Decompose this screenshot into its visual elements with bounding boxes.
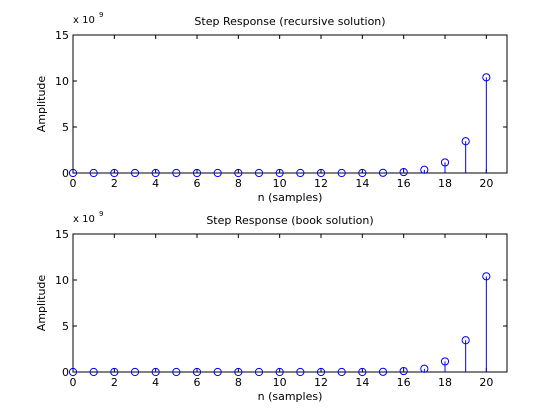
axes-frame bbox=[72, 34, 508, 174]
x-tick-label: 10 bbox=[273, 177, 287, 190]
stem-marker bbox=[192, 168, 202, 178]
stem-marker bbox=[172, 367, 181, 377]
stem-marker bbox=[440, 158, 450, 167]
stem-marker bbox=[130, 367, 140, 377]
x-axis-label: n (samples) bbox=[258, 191, 323, 204]
y-exponent-power: 9 bbox=[99, 210, 103, 218]
stem-marker bbox=[110, 367, 119, 377]
stem-marker bbox=[110, 168, 119, 178]
x-axis-label: n (samples) bbox=[258, 390, 323, 403]
x-tick-label: 12 bbox=[314, 376, 328, 389]
stem-marker bbox=[213, 168, 222, 178]
y-exponent-power: 9 bbox=[99, 11, 103, 19]
stem-marker bbox=[337, 367, 346, 377]
y-tick-label: 0 bbox=[62, 167, 69, 180]
x-tick-label: 18 bbox=[438, 177, 452, 190]
stem-marker bbox=[420, 165, 429, 174]
y-tick-label: 10 bbox=[55, 75, 69, 88]
x-tick-label: 0 bbox=[70, 177, 77, 190]
stem-marker bbox=[461, 336, 470, 345]
chart-title: Step Response (book solution) bbox=[206, 214, 373, 227]
stem-marker bbox=[254, 168, 264, 178]
y-exponent-base: x 10 bbox=[73, 15, 95, 26]
y-exponent-label: x 10 9 bbox=[73, 11, 103, 26]
stem-marker bbox=[461, 137, 470, 146]
x-tick-label: 6 bbox=[194, 376, 201, 389]
x-tick-label: 2 bbox=[111, 177, 118, 190]
stem-marker bbox=[316, 168, 326, 178]
stem-marker bbox=[316, 367, 326, 377]
axes-frame bbox=[72, 233, 508, 373]
x-tick-label: 20 bbox=[479, 177, 493, 190]
stem-marker bbox=[296, 168, 305, 178]
stem-marker bbox=[440, 357, 450, 366]
subplot-2: Step Response (book solution) x 10 9 0 2 4 6 8 1… bbox=[35, 210, 508, 403]
stem-marker bbox=[399, 167, 408, 177]
stem-marker bbox=[296, 367, 305, 377]
stem-marker bbox=[482, 272, 491, 281]
stem-marker bbox=[68, 168, 78, 178]
x-tick-label: 12 bbox=[314, 177, 328, 190]
stem-marker bbox=[358, 367, 367, 377]
x-tick-label: 20 bbox=[479, 376, 493, 389]
chart-title: Step Response (recursive solution) bbox=[194, 15, 385, 28]
x-tick-label: 18 bbox=[438, 376, 452, 389]
stem-marker bbox=[151, 168, 160, 178]
x-tick-label: 16 bbox=[397, 376, 411, 389]
stem-marker bbox=[254, 367, 264, 377]
stem-marker bbox=[358, 168, 367, 178]
stem-marker bbox=[482, 73, 491, 82]
subplot-1: Step Response (recursive solution) x 10 9 0… bbox=[35, 11, 508, 204]
x-tick-label: 0 bbox=[70, 376, 77, 389]
y-tick-label: 0 bbox=[62, 366, 69, 379]
stem-marker bbox=[275, 168, 284, 178]
stem-marker bbox=[89, 168, 98, 178]
y-exponent-label: x 10 9 bbox=[73, 210, 103, 225]
x-tick-label: 2 bbox=[111, 376, 118, 389]
stem-marker bbox=[68, 367, 78, 377]
x-tick-label: 10 bbox=[273, 376, 287, 389]
y-tick-label: 5 bbox=[62, 121, 69, 134]
stem-marker bbox=[130, 168, 140, 178]
y-tick-label: 15 bbox=[55, 228, 69, 241]
stem-marker bbox=[337, 168, 346, 178]
stem-marker bbox=[420, 364, 429, 373]
y-tick-label: 5 bbox=[62, 320, 69, 333]
stem-marker bbox=[234, 168, 243, 178]
stem-marker bbox=[172, 168, 181, 178]
x-tick-label: 8 bbox=[235, 177, 242, 190]
x-tick-label: 8 bbox=[235, 376, 242, 389]
stem-marker bbox=[378, 168, 388, 177]
stem-marker bbox=[151, 367, 160, 377]
y-axis-label: Amplitude bbox=[35, 76, 48, 133]
y-tick-label: 15 bbox=[55, 29, 69, 42]
x-tick-label: 4 bbox=[152, 376, 159, 389]
stem-marker bbox=[378, 367, 388, 376]
stem-marker bbox=[192, 367, 202, 377]
x-tick-label: 14 bbox=[355, 376, 369, 389]
x-tick-label: 14 bbox=[355, 177, 369, 190]
stem-marker bbox=[399, 366, 408, 376]
y-tick-label: 10 bbox=[55, 274, 69, 287]
x-tick-label: 16 bbox=[397, 177, 411, 190]
stem-marker bbox=[234, 367, 243, 377]
x-tick-label: 6 bbox=[194, 177, 201, 190]
stem-marker bbox=[275, 367, 284, 377]
stem-marker bbox=[213, 367, 222, 377]
x-tick-label: 4 bbox=[152, 177, 159, 190]
y-axis-label: Amplitude bbox=[35, 275, 48, 332]
y-exponent-base: x 10 bbox=[73, 214, 95, 225]
stem-marker bbox=[89, 367, 98, 377]
